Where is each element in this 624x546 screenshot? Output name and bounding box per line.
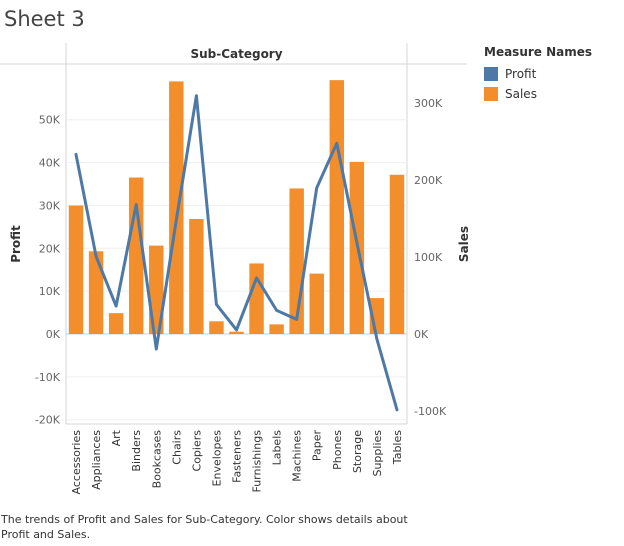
bar-copiers [189,219,204,334]
legend-title: Measure Names [484,45,593,59]
bar-envelopes [209,321,224,334]
left-tick-label-6: 40K [39,157,61,170]
right-tick-label-4: 300K [414,97,443,110]
bar-bookcases [149,245,164,334]
legend-label-profit: Profit [505,67,537,81]
sales-bars [68,80,405,335]
bar-chairs [169,81,184,334]
right-tick-label-3: 200K [414,174,443,187]
combo-chart: Sub-Category -20K -10K 0K 10K 20K 30K 40K 50K -1… [0,43,471,494]
category-label-envelopes: Envelopes [210,430,223,487]
category-label-phones: Phones [331,430,344,470]
left-tick-label-2: 0K [46,328,61,341]
category-label-copiers: Copiers [190,430,203,472]
right-axis-title: Sales [457,226,471,262]
bar-appliances [88,251,104,334]
category-label-fasteners: Fasteners [231,430,244,483]
caption: The trends of Profit and Sales for Sub-C… [1,513,408,541]
legend: Measure Names Profit Sales [484,45,592,104]
legend-swatch-sales [484,87,498,101]
bar-accessories [68,205,84,334]
category-label-accessories: Accessories [70,430,83,495]
bar-art [108,313,124,334]
bar-labels [269,324,284,334]
bar-binders [128,177,144,334]
chart-frame: Sub-Category [0,43,467,425]
bar-phones [329,80,345,335]
left-tick-label-1: -10K [35,371,61,384]
category-label-storage: Storage [351,430,364,473]
category-label-art: Art [110,429,123,446]
left-tick-label-3: 10K [39,285,61,298]
sheet-title: Sheet 3 [4,7,85,31]
legend-swatch-profit [484,67,498,81]
bar-tables [389,174,405,334]
bar-paper [309,273,324,334]
left-tick-label-7: 50K [39,114,61,127]
category-label-binders: Binders [130,430,143,472]
bar-fasteners [229,331,244,334]
right-tick-label-0: -100K [414,405,447,418]
profit-line [74,94,399,412]
left-tick-label-4: 20K [39,242,61,255]
category-label-labels: Labels [271,430,284,466]
legend-item-sales[interactable]: Sales [484,84,592,104]
left-tick-label-5: 30K [39,199,61,212]
category-label-bookcases: Bookcases [150,430,163,489]
right-tick-label-2: 100K [414,251,443,264]
right-tick-label-1: 0K [414,328,429,341]
left-tick-label-0: -20K [35,414,61,427]
category-label-chairs: Chairs [170,430,183,465]
category-label-furnishings: Furnishings [251,430,264,493]
axes: -20K -10K 0K 10K 20K 30K 40K 50K -100K 0K 100K 200K… [9,97,471,494]
category-label-supplies: Supplies [371,430,384,477]
category-label-paper: Paper [311,430,324,462]
legend-label-sales: Sales [505,87,537,101]
category-label-machines: Machines [291,430,304,482]
left-axis-title: Profit [9,225,23,263]
profit-line-path [74,94,399,412]
bar-furnishings [249,263,264,334]
category-label-tables: Tables [391,430,404,465]
category-label-appliances: Appliances [90,430,103,490]
legend-item-profit[interactable]: Profit [484,64,592,84]
column-header: Sub-Category [190,47,282,61]
